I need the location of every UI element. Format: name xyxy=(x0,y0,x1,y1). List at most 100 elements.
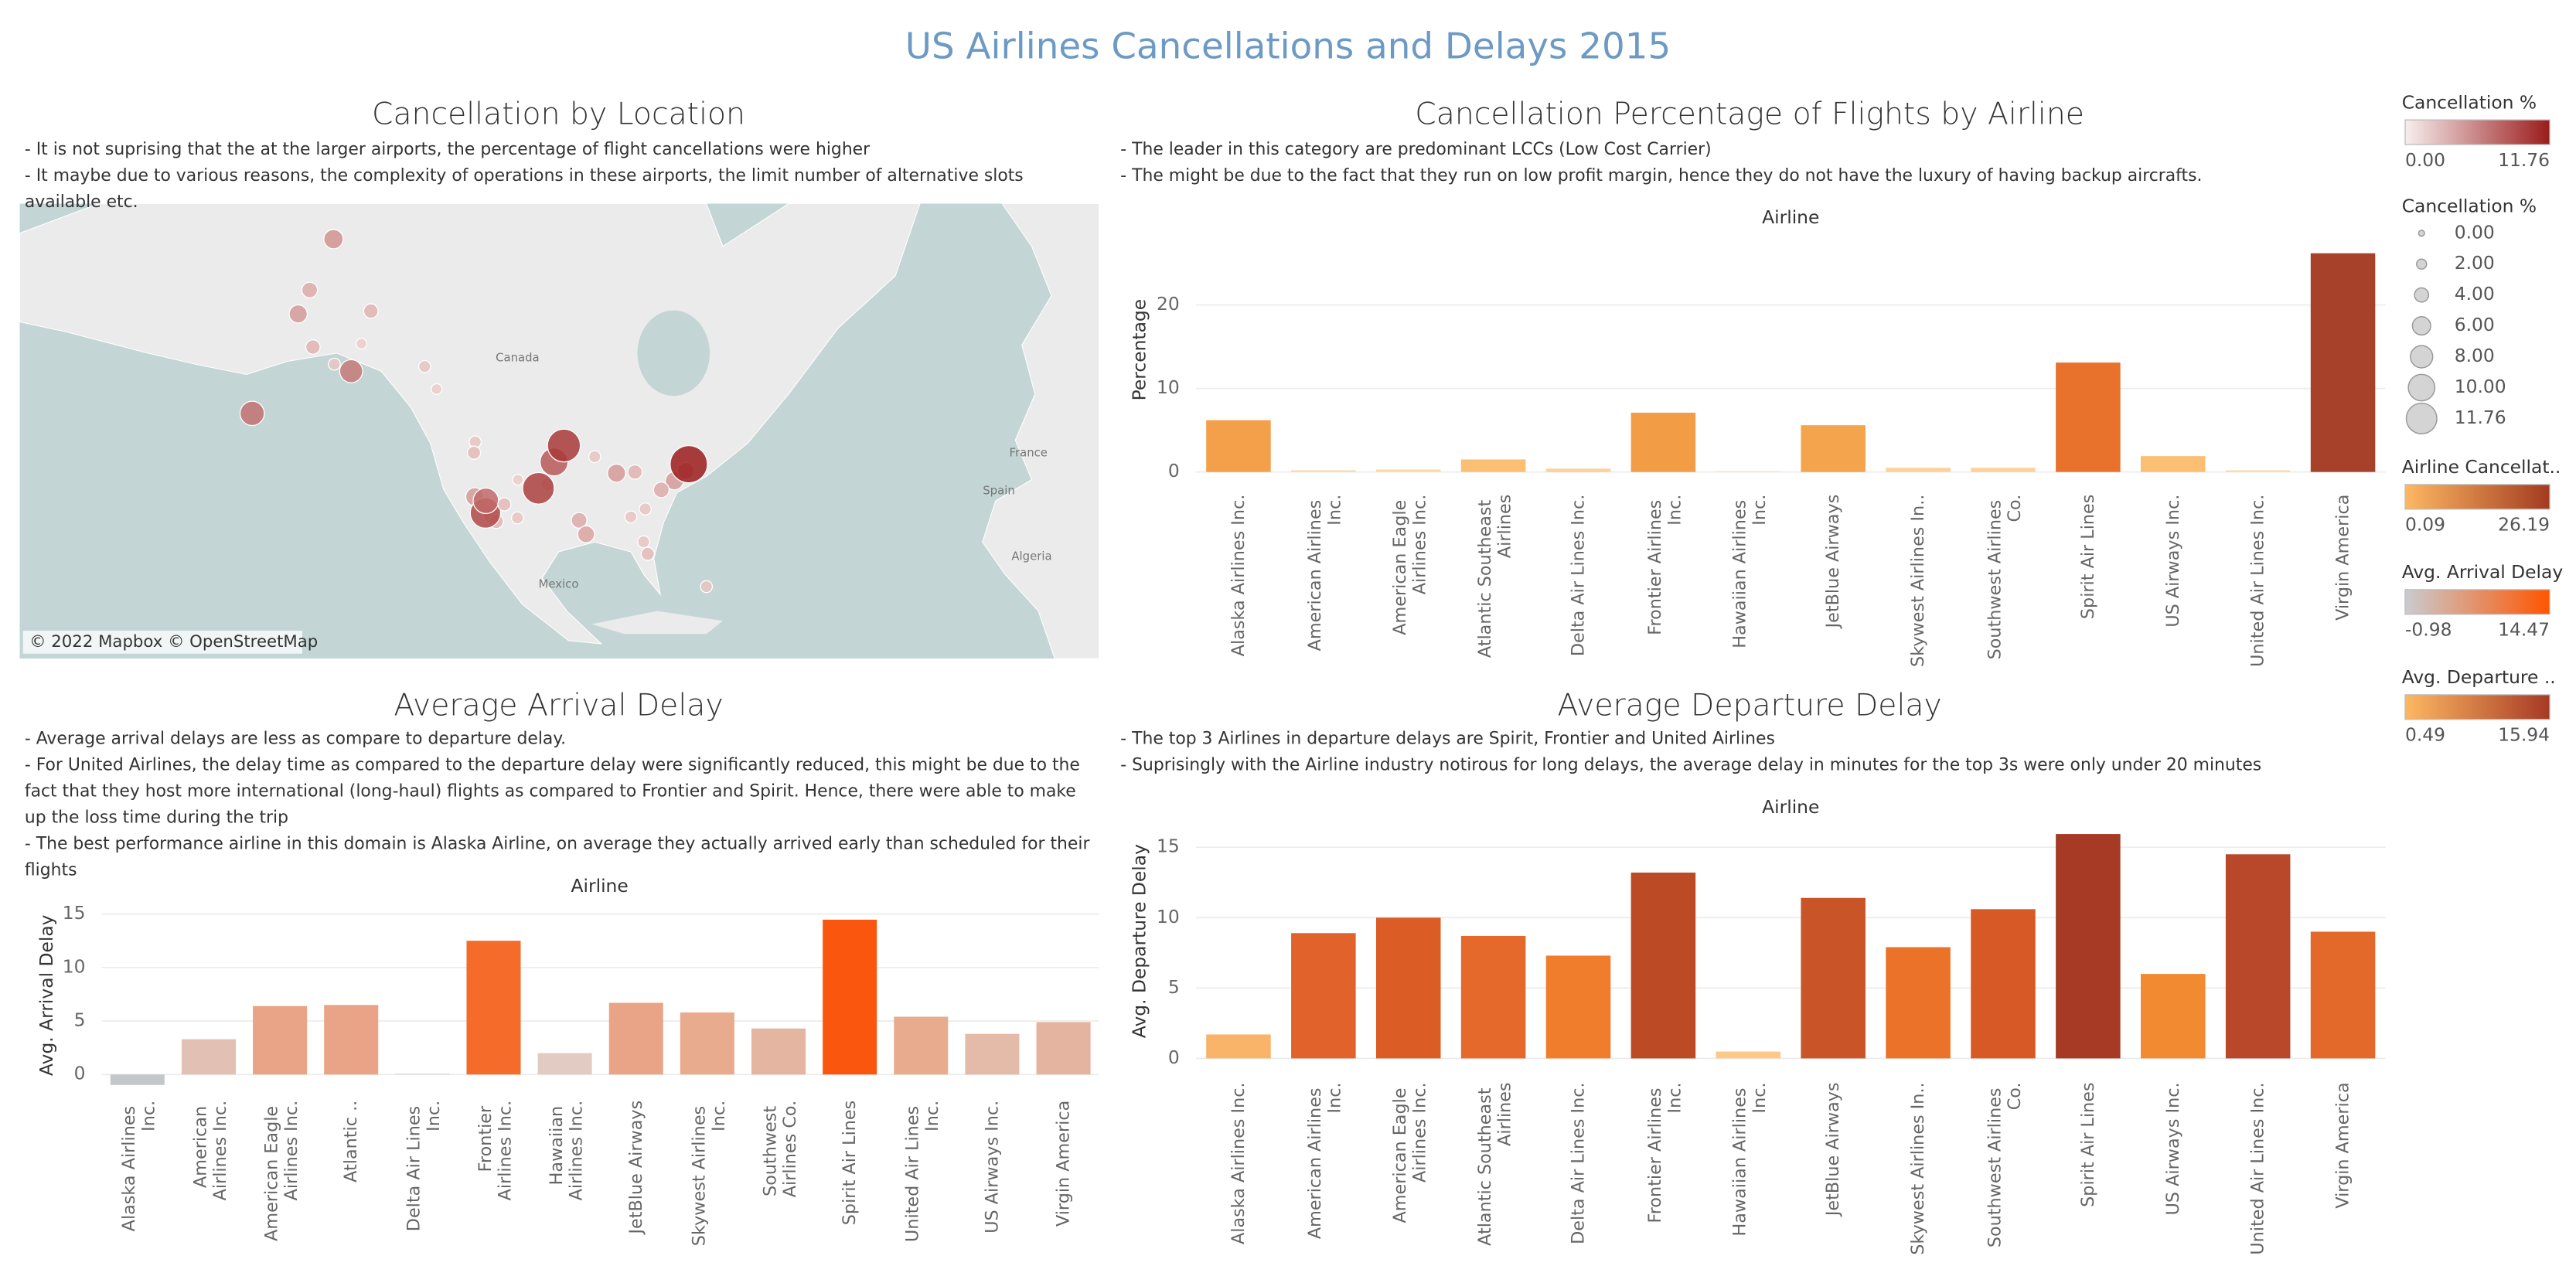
x-tick-label: Hawaiian Airlines Inc. xyxy=(546,1101,585,1201)
legend-symbol xyxy=(2410,345,2434,369)
legend-label: -0.98 xyxy=(2405,619,2452,641)
label-line: US Airways Inc. xyxy=(2162,495,2182,628)
legend-title: Cancellation % xyxy=(2402,195,2537,216)
x-tick-label: US Airways Inc. xyxy=(2162,1082,2182,1215)
place-label: Algeria xyxy=(1011,549,1051,563)
bar xyxy=(965,1033,1020,1075)
bar xyxy=(1460,459,1526,472)
place-label: France xyxy=(1010,446,1048,460)
map: Canada Mexico France Spain Algeria © 2022 Map… xyxy=(19,203,1099,659)
bar xyxy=(1971,468,2036,472)
x-tick-label: Delta Air Lines Inc. xyxy=(404,1101,443,1231)
legend-ramp xyxy=(2404,694,2550,720)
bar xyxy=(1801,425,1866,472)
legend-label: 0.49 xyxy=(2405,724,2445,746)
bar xyxy=(751,1028,806,1075)
legend-ramp xyxy=(2404,119,2550,145)
x-tick-label: Spirit Air Lines xyxy=(2077,1082,2097,1206)
bar xyxy=(537,1053,592,1075)
note: - The top 3 Airlines in departure delays… xyxy=(1120,729,1775,750)
legend-title: Cancellation % xyxy=(2402,91,2537,113)
note: - The leader in this category are predom… xyxy=(1120,139,1712,160)
legend-label: 10.00 xyxy=(2455,376,2506,397)
x-tick-label: United Air Lines Inc. xyxy=(2247,495,2268,667)
label-line: Hawaiian xyxy=(546,1101,566,1186)
legend-label: 8.00 xyxy=(2455,345,2495,366)
x-tick-label: Hawaiian Airlines Inc. xyxy=(1729,495,1770,648)
bar xyxy=(1716,1051,1781,1059)
bar xyxy=(608,1002,663,1075)
y-tick-label: 10 xyxy=(63,955,86,977)
label-line: Inc. xyxy=(1750,495,1770,526)
note: - It maybe due to various reasons, the c… xyxy=(24,165,1024,213)
y-tick-label: 10 xyxy=(1157,906,1180,927)
x-tick-label: Alaska Airlines Inc. xyxy=(1228,495,1248,657)
label-line: Airlines Inc. xyxy=(566,1101,586,1201)
land xyxy=(19,203,921,645)
airport-point xyxy=(653,482,670,499)
note: - For United Airlines, the delay time as… xyxy=(24,755,1080,829)
label-line: Spirit Air Lines xyxy=(840,1101,860,1225)
legend-ramp xyxy=(2404,484,2550,510)
label-line: Inc. xyxy=(1665,495,1685,526)
x-tick-label: Frontier Airlines Inc. xyxy=(1644,1082,1685,1223)
bar xyxy=(1291,933,1356,1059)
x-tick-label: Atlantic Southeast Airlines xyxy=(1475,495,1515,659)
bar xyxy=(894,1016,949,1075)
label-line: Hawaiian Airlines xyxy=(1729,495,1750,648)
legend-label: 11.76 xyxy=(2455,407,2506,428)
label-line: Skywest Airlines In.. xyxy=(1908,495,1928,667)
airport-point xyxy=(571,512,588,529)
airport-point xyxy=(417,359,431,373)
label-line: Southwest xyxy=(760,1101,780,1196)
airport-point xyxy=(640,546,655,561)
label-line: Airlines Inc. xyxy=(495,1101,515,1201)
label-line: US Airways Inc. xyxy=(982,1101,1002,1234)
label-line: Alaska Airlines xyxy=(119,1101,139,1232)
y-tick-label: 0 xyxy=(1168,460,1180,482)
bar xyxy=(2310,931,2376,1059)
y-tick-label: 20 xyxy=(1157,293,1180,315)
x-tick-label: US Airways Inc. xyxy=(2162,495,2182,628)
land xyxy=(591,611,723,635)
x-tick-label: Skywest Airlines In.. xyxy=(1908,495,1928,667)
label-line: Atlantic .. xyxy=(341,1101,361,1183)
legend-title: Airline Cancellat.. xyxy=(2402,456,2561,478)
x-tick-label: Frontier Airlines Inc. xyxy=(475,1101,515,1201)
bar xyxy=(1886,468,1951,472)
panel-title: Average Arrival Delay xyxy=(394,689,724,724)
label-line: Virgin America xyxy=(2332,495,2353,621)
place-label: Mexico xyxy=(539,577,579,591)
bar xyxy=(1375,469,1441,472)
bar xyxy=(2141,456,2206,472)
bar xyxy=(1460,935,1526,1059)
y-axis-title: Percentage xyxy=(1128,299,1150,400)
bar xyxy=(2056,362,2121,472)
bar xyxy=(1971,909,2036,1059)
y-axis-title: Avg. Departure Delay xyxy=(1128,844,1150,1038)
airport-point xyxy=(301,281,319,298)
airport-point xyxy=(431,383,443,395)
legend-title: Avg. Departure .. xyxy=(2402,666,2556,688)
label-line: Spirit Air Lines xyxy=(2077,495,2097,619)
x-tick-label: American Airlines Inc. xyxy=(1305,1082,1345,1239)
bar xyxy=(466,941,521,1075)
airport-point xyxy=(511,511,524,525)
place-label: Spain xyxy=(983,483,1015,497)
note: - Suprisingly with the Airline industry … xyxy=(1120,755,2262,776)
bar xyxy=(1630,412,1696,472)
legend-label: 6.00 xyxy=(2455,314,2495,335)
x-tick-label: US Airways Inc. xyxy=(982,1101,1002,1234)
note: - The might be due to the fact that they… xyxy=(1120,165,2203,186)
label-line: Inc. xyxy=(138,1101,158,1132)
legend-symbol xyxy=(2407,373,2436,402)
x-tick-label: Hawaiian Airlines Inc. xyxy=(1729,1082,1770,1236)
y-tick-label: 5 xyxy=(1168,976,1180,998)
label-line: Airlines Inc. xyxy=(281,1101,301,1201)
x-tick-label: JetBlue Airways xyxy=(1823,495,1843,630)
label-line: Frontier xyxy=(475,1101,495,1172)
label-line: Inc. xyxy=(1665,1082,1685,1113)
bar xyxy=(1545,468,1611,472)
